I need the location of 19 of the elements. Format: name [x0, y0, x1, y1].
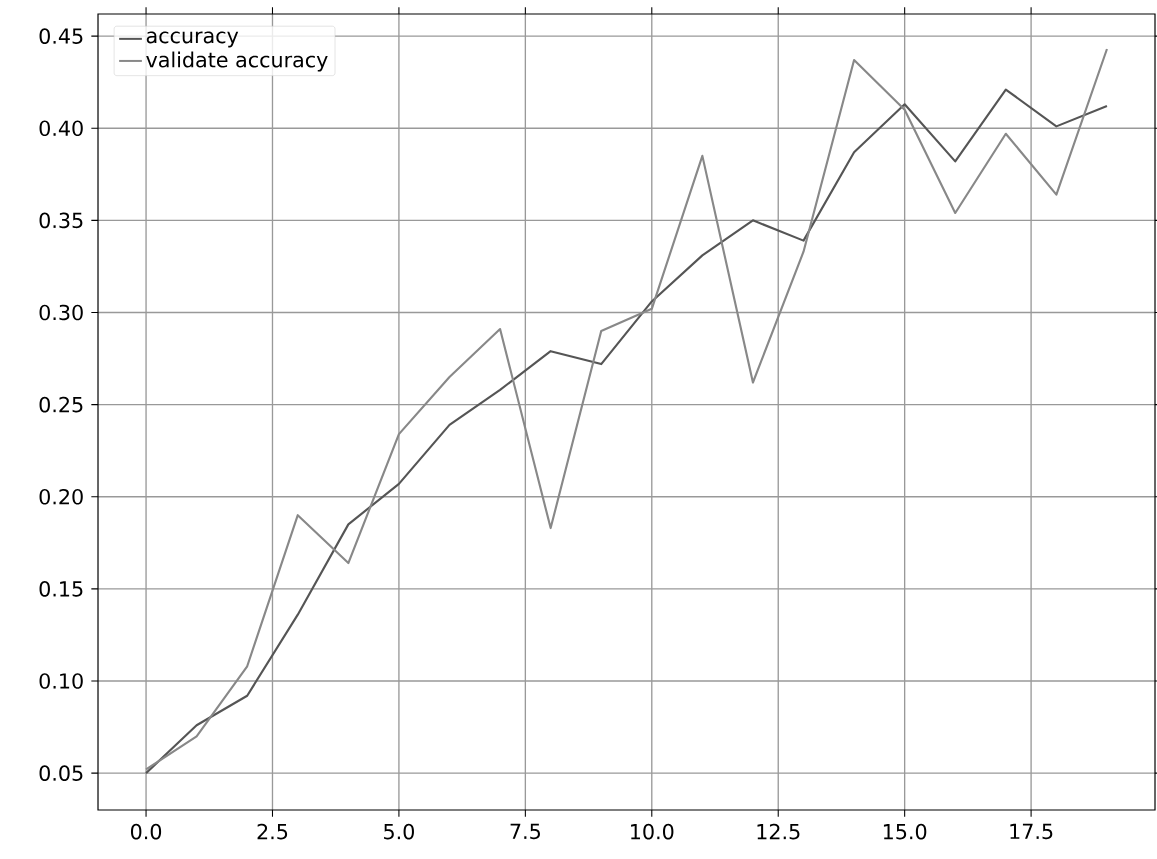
- y-tick-label: 0.40: [39, 120, 83, 137]
- x-tick-label: 2.5: [257, 823, 288, 840]
- y-tick-label: 0.05: [39, 765, 83, 781]
- x-tick-label: 0.0: [130, 823, 162, 840]
- y-tick-label: 0.25: [39, 396, 83, 413]
- y-tick-label: 0.20: [39, 488, 83, 505]
- x-tick-label: 15.0: [883, 823, 927, 840]
- y-tick-label: 0.10: [39, 673, 83, 689]
- y-tick-label: 0.35: [39, 212, 83, 229]
- legend-label: validate accuracy: [146, 51, 328, 72]
- legend-label: accuracy: [146, 31, 239, 48]
- x-tick-label: 5.0: [384, 823, 414, 840]
- x-tick-label: 7.5: [510, 823, 540, 840]
- x-tick-label: 10.0: [631, 823, 674, 840]
- y-tick-label: 0.15: [39, 581, 83, 597]
- x-tick-label: 12.5: [757, 823, 800, 840]
- y-tick-label: 0.45: [39, 28, 83, 44]
- y-tick-label: 0.30: [39, 304, 83, 321]
- x-tick-label: 17.5: [1010, 823, 1053, 840]
